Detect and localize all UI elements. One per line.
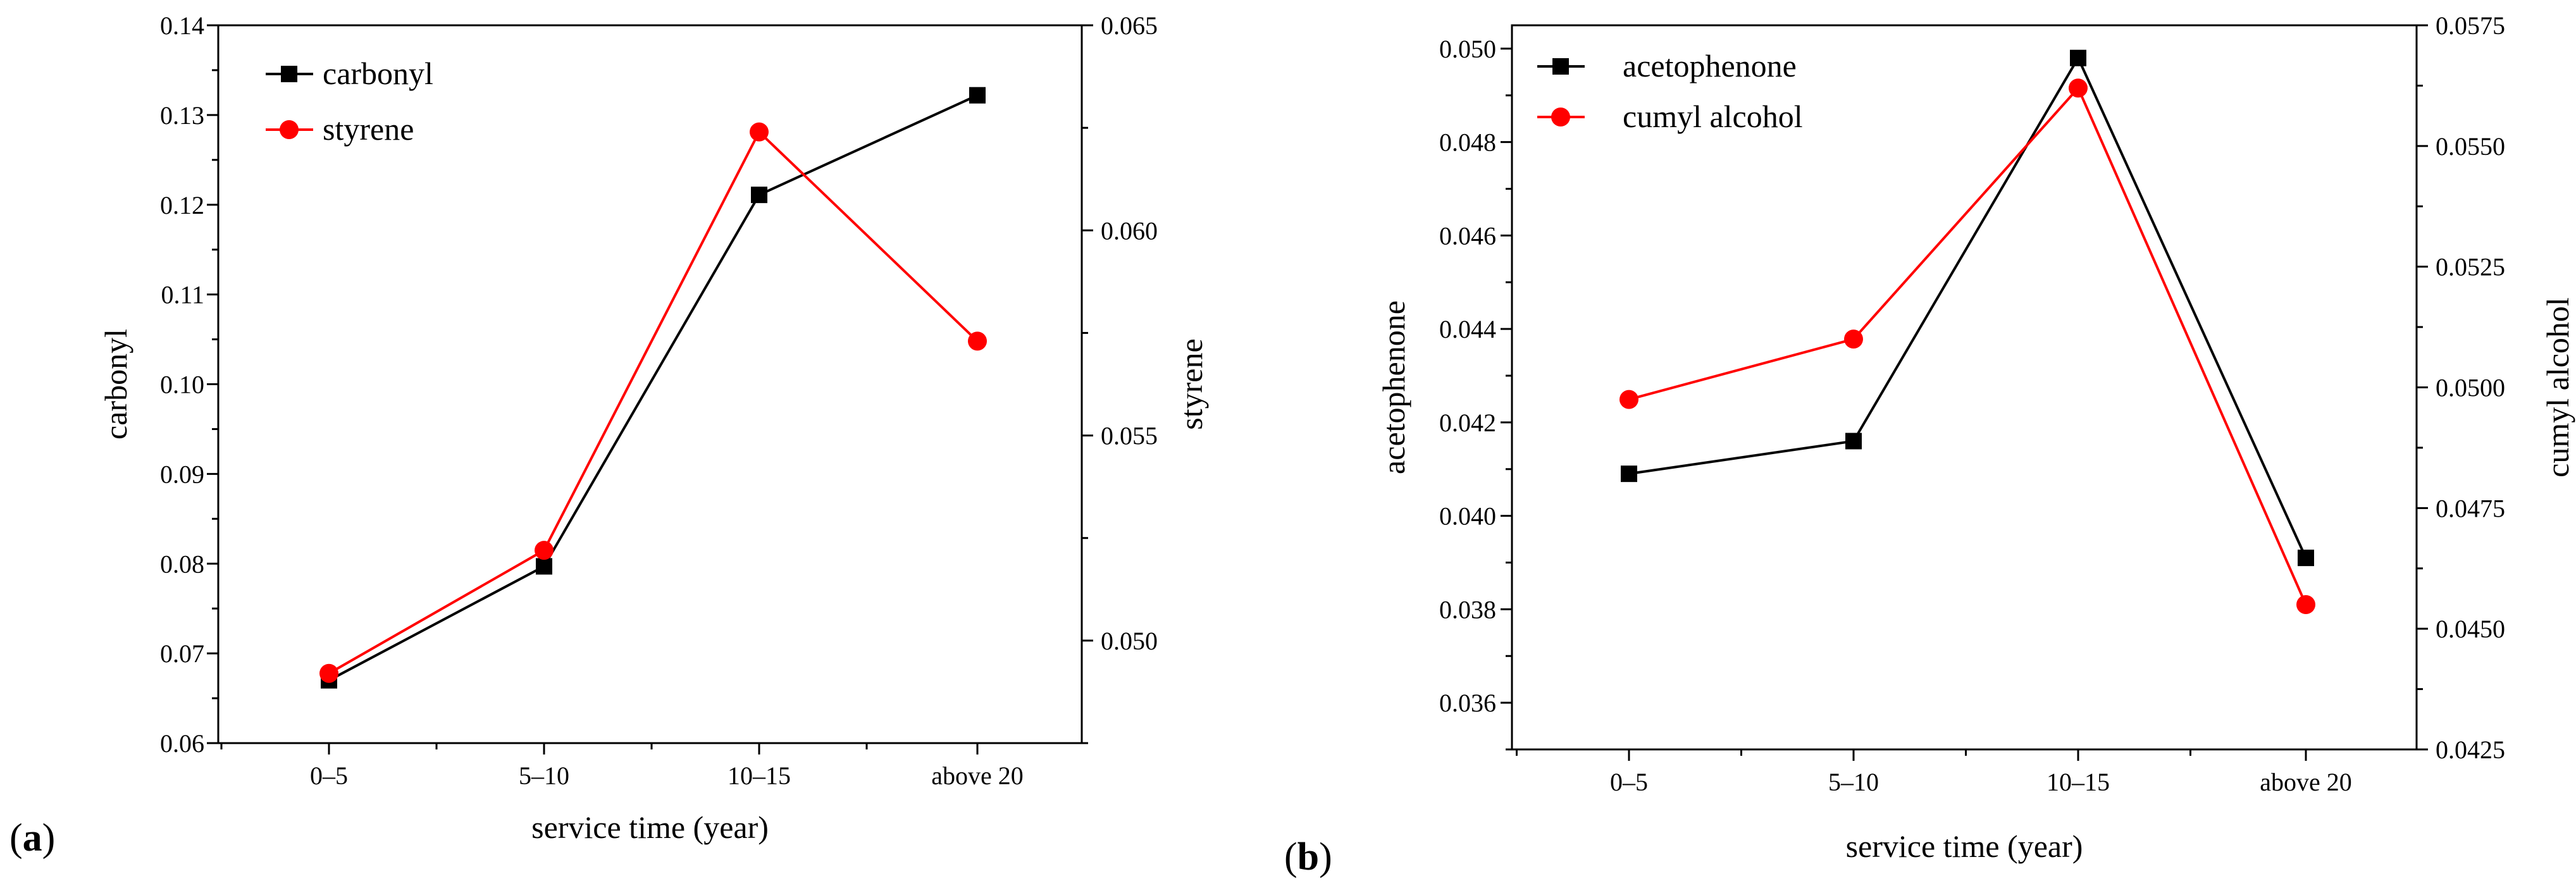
x-tick-label: 5–10 <box>519 761 569 790</box>
right-tick-label: 0.0500 <box>2436 374 2505 402</box>
legend-marker <box>280 120 299 139</box>
x-tick-label: 5–10 <box>1828 768 1879 796</box>
right-tick-label: 0.0525 <box>2436 253 2505 281</box>
right-tick-label: 0.0475 <box>2436 494 2505 522</box>
data-point-square <box>536 558 552 575</box>
left-tick-label: 0.06 <box>160 729 204 758</box>
left-tick-label: 0.10 <box>160 371 204 399</box>
series-line-1 <box>1628 85 2307 605</box>
series-line-0 <box>328 94 978 682</box>
right-tick-label: 0.0450 <box>2436 615 2505 643</box>
data-point-square <box>2298 550 2314 567</box>
left-tick-label: 0.050 <box>1439 35 1496 63</box>
data-point-square <box>2070 49 2086 66</box>
x-tick-label: above 20 <box>931 761 1024 790</box>
panel-paren: ) <box>1319 835 1332 878</box>
left-tick-label: 0.09 <box>160 460 204 488</box>
panel-letter: b <box>1297 835 1319 878</box>
data-point-square <box>1621 465 1637 483</box>
left-tick-label: 0.11 <box>161 281 204 309</box>
x-tick-label: above 20 <box>2260 768 2352 796</box>
legend-marker <box>281 66 297 82</box>
panel-label: (a) <box>9 816 55 859</box>
left-tick-label: 0.12 <box>160 191 204 219</box>
data-point-circle <box>2296 595 2315 614</box>
right-tick-label: 0.060 <box>1101 216 1158 245</box>
left-tick-label: 0.07 <box>160 639 204 668</box>
chart-panel-b: 0.036 0.038 0.040 0.042 0.044 0.046 0.048 0.050… <box>1284 11 2575 878</box>
legend-label: styrene <box>323 111 414 147</box>
x-tick-label: 10–15 <box>728 761 791 790</box>
chart-panel-a: 0.06 0.07 0.08 0.09 0.10 0.11 0.12 0.13 0.14 0.05… <box>9 11 1209 859</box>
right-tick-label: 0.0425 <box>2436 736 2505 764</box>
left-tick-label: 0.038 <box>1439 595 1496 624</box>
left-tick-label: 0.048 <box>1439 128 1496 157</box>
panel-paren: ) <box>42 816 56 859</box>
left-tick-label: 0.08 <box>160 550 204 578</box>
panel-label: (b) <box>1284 835 1332 878</box>
panel-letter: a <box>23 816 42 859</box>
left-tick-label: 0.042 <box>1439 409 1496 437</box>
right-tick-label: 0.065 <box>1101 11 1158 40</box>
panel-paren: ( <box>9 816 23 859</box>
right-tick-label: 0.055 <box>1101 422 1158 450</box>
data-point-circle <box>2069 78 2088 98</box>
legend-label: cumyl alcohol <box>1623 99 1803 134</box>
series-line-1 <box>328 130 979 675</box>
right-axis-title: styrene <box>1173 338 1209 429</box>
data-point-circle <box>1619 390 1638 409</box>
right-axis-title: cumyl alcohol <box>2540 297 2575 477</box>
left-axis-title: carbonyl <box>98 329 133 440</box>
right-tick-label: 0.0575 <box>2436 11 2505 40</box>
data-point-circle <box>535 541 554 560</box>
x-tick-label: 0–5 <box>1610 768 1648 796</box>
left-tick-label: 0.13 <box>160 101 204 130</box>
right-tick-label: 0.050 <box>1101 627 1158 655</box>
data-point-circle <box>750 122 769 142</box>
legend-marker <box>1552 58 1569 75</box>
data-point-square <box>969 87 986 104</box>
x-axis-title: service time (year) <box>531 810 769 845</box>
left-tick-label: 0.14 <box>160 11 204 40</box>
series-line-0 <box>1628 55 2307 558</box>
data-point-circle <box>968 331 987 351</box>
legend-label: carbonyl <box>323 56 433 91</box>
panel-paren: ( <box>1284 835 1297 878</box>
x-tick-label: 10–15 <box>2047 768 2110 796</box>
x-axis-title: service time (year) <box>1846 828 2083 864</box>
data-point-circle <box>319 663 338 683</box>
left-tick-label: 0.040 <box>1439 502 1496 531</box>
legend-marker <box>1551 108 1570 126</box>
data-point-square <box>751 187 767 204</box>
right-tick-label: 0.0550 <box>2436 132 2505 161</box>
x-tick-label: 0–5 <box>310 761 348 790</box>
left-axis-title: acetophenone <box>1376 300 1411 474</box>
data-point-square <box>1845 433 1862 450</box>
data-point-circle <box>1844 329 1863 349</box>
left-tick-label: 0.046 <box>1439 221 1496 250</box>
left-tick-label: 0.044 <box>1439 315 1496 343</box>
left-tick-label: 0.036 <box>1439 689 1496 717</box>
legend-label: acetophenone <box>1623 48 1797 83</box>
